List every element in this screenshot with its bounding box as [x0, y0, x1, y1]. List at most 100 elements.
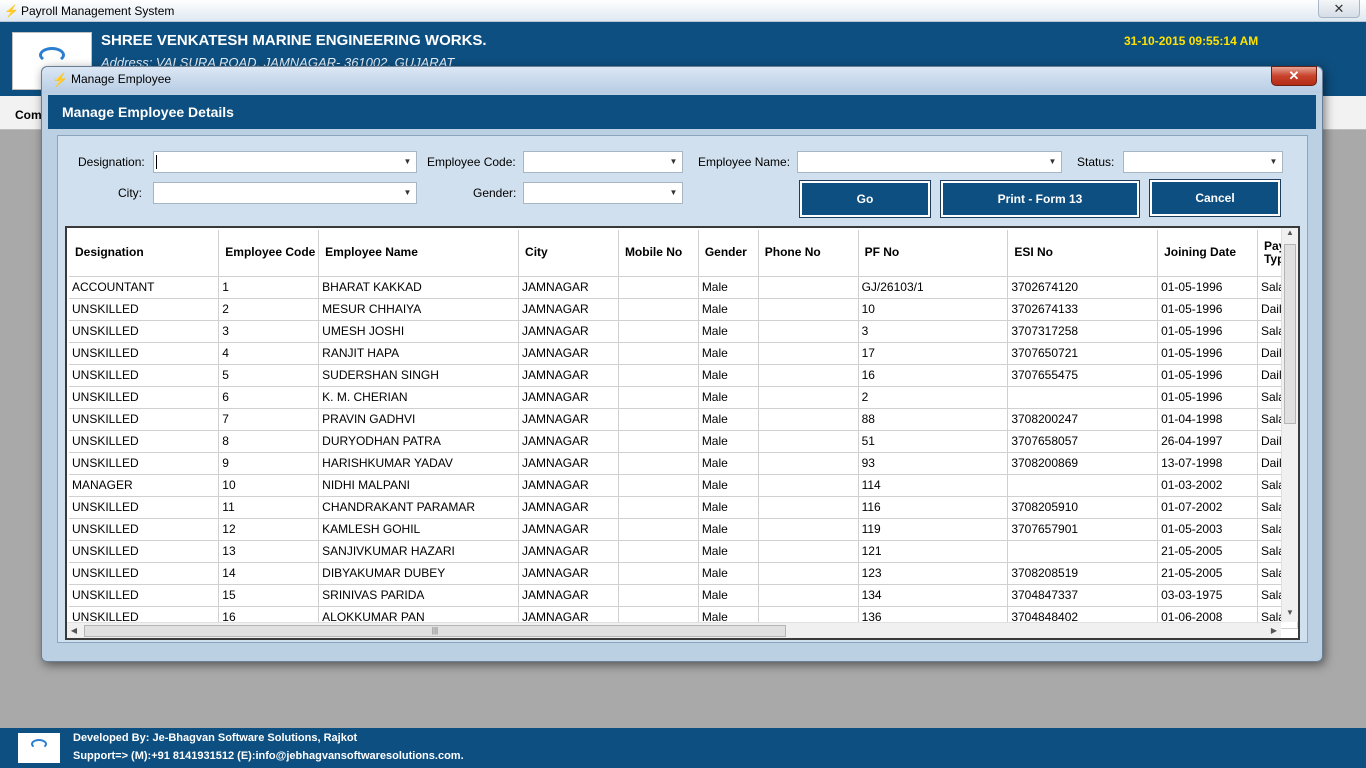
table-cell[interactable]	[758, 364, 859, 387]
table-cell[interactable]	[758, 562, 859, 585]
table-cell[interactable]	[618, 320, 699, 343]
table-cell[interactable]: UNSKILLED	[69, 584, 220, 607]
table-row[interactable]: UNSKILLED 3 UMESH JOSHI JAMNAGAR Male 3 370731…	[69, 320, 1298, 343]
table-cell[interactable]: 3708200869	[1007, 452, 1159, 475]
table-cell[interactable]: 2	[858, 386, 1009, 409]
chevron-down-icon[interactable]: ▼	[403, 188, 412, 197]
table-cell[interactable]	[618, 496, 699, 519]
table-cell[interactable]	[618, 386, 699, 409]
table-cell[interactable]	[758, 518, 859, 541]
chevron-down-icon[interactable]: ▼	[403, 157, 412, 166]
scroll-up-icon[interactable]: ▲	[1286, 228, 1294, 237]
table-cell[interactable]: JAMNAGAR	[518, 496, 619, 519]
table-cell[interactable]: 11	[218, 496, 320, 519]
table-cell[interactable]	[618, 474, 699, 497]
table-cell[interactable]: Male	[698, 364, 759, 387]
table-cell[interactable]: MANAGER	[69, 474, 220, 497]
table-cell[interactable]: Male	[698, 540, 759, 563]
table-cell[interactable]: 16	[858, 364, 1009, 387]
table-row[interactable]: UNSKILLED 15 SRINIVAS PARIDA JAMNAGAR Male 13…	[69, 584, 1298, 607]
table-cell[interactable]: Male	[698, 562, 759, 585]
table-cell[interactable]: JAMNAGAR	[518, 298, 619, 321]
table-cell[interactable]: Male	[698, 584, 759, 607]
table-cell[interactable]	[618, 342, 699, 365]
table-cell[interactable]: 21-05-2005	[1157, 562, 1258, 585]
table-cell[interactable]: KAMLESH GOHIL	[318, 518, 520, 541]
table-cell[interactable]: 51	[858, 430, 1009, 453]
status-dropdown[interactable]: ▼	[1123, 151, 1283, 173]
table-cell[interactable]: 114	[858, 474, 1009, 497]
table-cell[interactable]: HARISHKUMAR YADAV	[318, 452, 520, 475]
col-header-pf-no[interactable]: PF No	[858, 230, 1009, 277]
employee-grid[interactable]: Designation Employee Code Employee Name …	[65, 226, 1300, 640]
scroll-right-icon[interactable]: ▶	[1270, 626, 1278, 635]
col-header-mobile-no[interactable]: Mobile No	[618, 230, 699, 277]
table-cell[interactable]: 15	[218, 584, 320, 607]
table-cell[interactable]	[618, 540, 699, 563]
table-cell[interactable]: 88	[858, 408, 1009, 431]
table-cell[interactable]: 3707317258	[1007, 320, 1159, 343]
table-row[interactable]: MANAGER 10 NIDHI MALPANI JAMNAGAR Male 114 01-…	[69, 474, 1298, 497]
table-cell[interactable]: PRAVIN GADHVI	[318, 408, 520, 431]
table-cell[interactable]: JAMNAGAR	[518, 540, 619, 563]
table-cell[interactable]	[618, 408, 699, 431]
table-cell[interactable]: 01-07-2002	[1157, 496, 1258, 519]
table-cell[interactable]: 8	[218, 430, 320, 453]
city-dropdown[interactable]: ▼	[153, 182, 417, 204]
table-cell[interactable]: 7	[218, 408, 320, 431]
table-cell[interactable]: JAMNAGAR	[518, 386, 619, 409]
window-close-button[interactable]: ✕	[1318, 0, 1360, 18]
table-cell[interactable]: 10	[858, 298, 1009, 321]
table-cell[interactable]	[758, 474, 859, 497]
table-cell[interactable]: JAMNAGAR	[518, 320, 619, 343]
table-cell[interactable]: 14	[218, 562, 320, 585]
table-cell[interactable]	[618, 364, 699, 387]
chevron-down-icon[interactable]: ▼	[669, 188, 678, 197]
table-cell[interactable]: UMESH JOSHI	[318, 320, 520, 343]
scroll-left-icon[interactable]: ◀	[70, 626, 78, 635]
table-row[interactable]: UNSKILLED 12 KAMLESH GOHIL JAMNAGAR Male 119 3…	[69, 518, 1298, 541]
table-cell[interactable]: JAMNAGAR	[518, 452, 619, 475]
table-cell[interactable]: 21-05-2005	[1157, 540, 1258, 563]
table-cell[interactable]	[618, 298, 699, 321]
table-cell[interactable]: UNSKILLED	[69, 540, 220, 563]
table-cell[interactable]: JAMNAGAR	[518, 364, 619, 387]
table-cell[interactable]: 116	[858, 496, 1009, 519]
col-header-esi-no[interactable]: ESI No	[1007, 230, 1159, 277]
table-cell[interactable]: 3708200247	[1007, 408, 1159, 431]
table-cell[interactable]: ACCOUNTANT	[69, 276, 220, 299]
table-cell[interactable]: UNSKILLED	[69, 320, 220, 343]
vertical-scroll-thumb[interactable]	[1284, 244, 1296, 424]
table-row[interactable]: UNSKILLED 5 SUDERSHAN SINGH JAMNAGAR Male 16 3…	[69, 364, 1298, 387]
table-cell[interactable]: 3707655475	[1007, 364, 1159, 387]
vertical-scrollbar[interactable]: ▲ ▼	[1281, 228, 1298, 622]
table-cell[interactable]	[618, 276, 699, 299]
table-cell[interactable]: Male	[698, 452, 759, 475]
table-cell[interactable]: UNSKILLED	[69, 408, 220, 431]
table-cell[interactable]: UNSKILLED	[69, 298, 220, 321]
table-row[interactable]: UNSKILLED 14 DIBYAKUMAR DUBEY JAMNAGAR Male 1…	[69, 562, 1298, 585]
table-cell[interactable]: 3708205910	[1007, 496, 1159, 519]
table-cell[interactable]: 01-05-1996	[1157, 364, 1258, 387]
table-cell[interactable]: UNSKILLED	[69, 430, 220, 453]
table-cell[interactable]: 01-05-1996	[1157, 320, 1258, 343]
table-row[interactable]: UNSKILLED 9 HARISHKUMAR YADAV JAMNAGAR Male 9…	[69, 452, 1298, 475]
cancel-button[interactable]: Cancel	[1149, 179, 1281, 217]
col-header-gender[interactable]: Gender	[698, 230, 759, 277]
chevron-down-icon[interactable]: ▼	[669, 157, 678, 166]
table-cell[interactable]: JAMNAGAR	[518, 276, 619, 299]
table-cell[interactable]	[618, 518, 699, 541]
table-cell[interactable]: JAMNAGAR	[518, 408, 619, 431]
table-cell[interactable]: 3707650721	[1007, 342, 1159, 365]
table-row[interactable]: UNSKILLED 4 RANJIT HAPA JAMNAGAR Male 17 37076…	[69, 342, 1298, 365]
table-cell[interactable]: Male	[698, 298, 759, 321]
table-cell[interactable]: 3702674133	[1007, 298, 1159, 321]
table-cell[interactable]	[758, 276, 859, 299]
table-row[interactable]: UNSKILLED 2 MESUR CHHAIYA JAMNAGAR Male 10 370…	[69, 298, 1298, 321]
table-cell[interactable]	[758, 584, 859, 607]
table-cell[interactable]: Male	[698, 320, 759, 343]
table-cell[interactable]	[758, 540, 859, 563]
go-button[interactable]: Go	[799, 180, 931, 218]
table-cell[interactable]: 01-05-1996	[1157, 298, 1258, 321]
table-cell[interactable]	[758, 320, 859, 343]
